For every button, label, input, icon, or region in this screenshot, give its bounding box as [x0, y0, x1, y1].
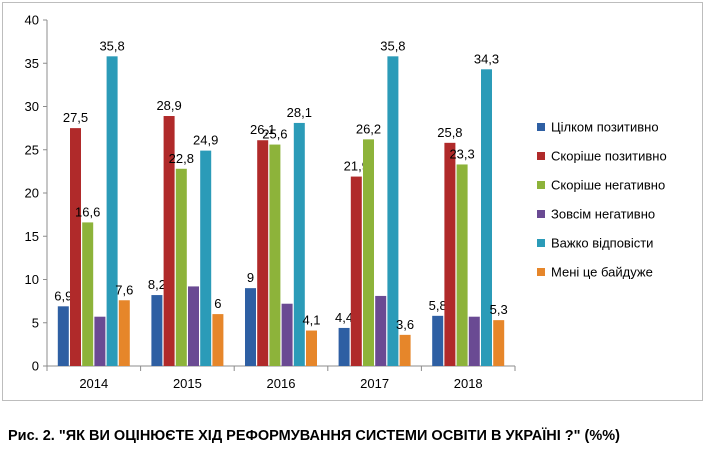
- bar: [212, 314, 224, 366]
- bar: [106, 56, 118, 366]
- bar: [245, 288, 256, 366]
- bar: [175, 168, 187, 366]
- bar: [456, 164, 468, 366]
- x-tick-label: 2015: [173, 376, 202, 391]
- legend-entry: Цілком позитивно: [551, 120, 659, 135]
- data-label: 3,6: [396, 317, 414, 332]
- x-tick-label: 2014: [79, 376, 108, 391]
- bar: [363, 139, 374, 366]
- data-label: 21,9: [344, 159, 369, 174]
- bar: [188, 286, 199, 366]
- legend-entry: Важко відповісти: [551, 236, 653, 251]
- data-label: 7,6: [115, 282, 133, 297]
- bar: [399, 334, 411, 366]
- bar: [281, 303, 293, 366]
- bar: [338, 327, 350, 366]
- bar: [293, 122, 305, 366]
- y-tick-label: 0: [32, 359, 39, 374]
- legend-entry: Зовсім негативно: [551, 207, 655, 222]
- data-label: 9: [247, 270, 254, 285]
- data-label: 28,1: [287, 105, 312, 120]
- x-tick-label: 2016: [267, 376, 296, 391]
- bar: [94, 316, 106, 366]
- bar: [57, 306, 69, 366]
- legend-entry: Скоріше позитивно: [551, 149, 667, 164]
- bar: [375, 295, 387, 366]
- bar: [200, 150, 212, 366]
- y-tick-label: 5: [32, 315, 39, 330]
- bar: [118, 300, 130, 366]
- bar: [444, 142, 456, 366]
- legend-entry: Мені це байдуже: [551, 265, 653, 280]
- data-label: 25,8: [437, 125, 462, 140]
- data-label: 27,5: [63, 110, 88, 125]
- data-label: 35,8: [99, 38, 124, 53]
- data-label: 22,8: [169, 151, 194, 166]
- data-label: 16,6: [75, 204, 100, 219]
- legend-swatch: [537, 181, 545, 189]
- data-label: 28,9: [156, 98, 181, 113]
- data-label: 26,1: [250, 122, 275, 137]
- y-tick-label: 25: [25, 142, 39, 157]
- y-tick-label: 30: [25, 99, 39, 114]
- y-tick-label: 15: [25, 229, 39, 244]
- x-tick-label: 2018: [454, 376, 483, 391]
- y-tick-label: 20: [25, 186, 39, 201]
- data-label: 8,2: [148, 277, 166, 292]
- data-label: 26,2: [356, 121, 381, 136]
- legend-swatch: [537, 239, 545, 247]
- legend-entry: Скоріше негативно: [551, 178, 665, 193]
- data-label: 24,9: [193, 133, 218, 148]
- data-label: 5,3: [490, 302, 508, 317]
- data-label: 4,1: [302, 313, 320, 328]
- y-tick-label: 35: [25, 56, 39, 71]
- bar: [82, 222, 94, 366]
- bar: [151, 295, 163, 366]
- legend-swatch: [537, 210, 545, 218]
- data-label: 6: [214, 296, 221, 311]
- bar: [468, 316, 480, 366]
- legend-swatch: [537, 268, 545, 276]
- data-label: 34,3: [474, 51, 499, 66]
- bar: [432, 315, 444, 366]
- bar: [269, 144, 281, 366]
- bar: [257, 140, 269, 366]
- bar: [163, 116, 175, 366]
- data-label: 25,6: [262, 127, 287, 142]
- data-label: 5,8: [429, 298, 447, 313]
- bar: [350, 176, 362, 366]
- legend-swatch: [537, 123, 545, 131]
- y-tick-label: 10: [25, 272, 39, 287]
- bar: [306, 330, 317, 366]
- figure-caption: Рис. 2. "ЯК ВИ ОЦІНЮЄТЕ ХІД РЕФОРМУВАННЯ…: [8, 428, 620, 444]
- y-tick-label: 40: [25, 13, 39, 28]
- x-tick-label: 2017: [360, 376, 389, 391]
- data-label: 6,9: [54, 288, 72, 303]
- data-label: 35,8: [380, 38, 405, 53]
- bar: [70, 128, 81, 366]
- bar: [481, 69, 492, 367]
- bar: [493, 320, 505, 366]
- legend-swatch: [537, 152, 545, 160]
- bar: [387, 56, 399, 366]
- data-label: 4,4: [335, 310, 353, 325]
- data-label: 23,3: [449, 146, 474, 161]
